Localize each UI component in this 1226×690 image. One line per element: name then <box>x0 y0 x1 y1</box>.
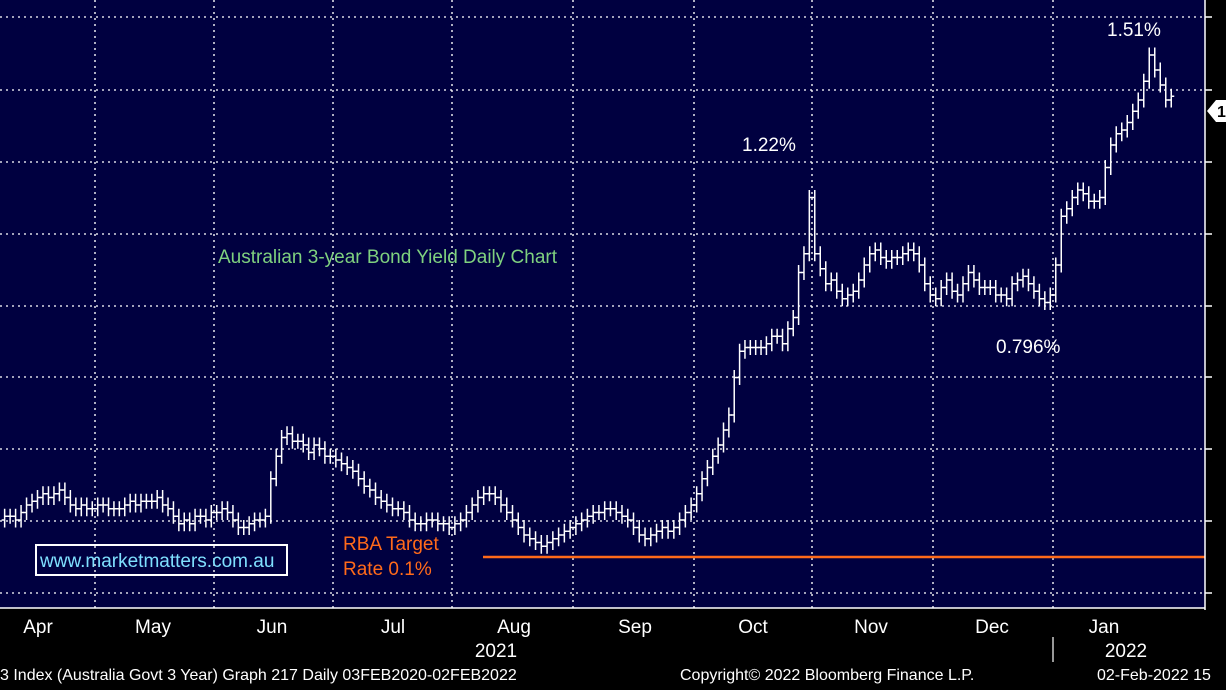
x-tick-label: Jun <box>257 617 288 638</box>
plot-background <box>0 0 1205 608</box>
x-tick-label: Oct <box>738 617 768 638</box>
footer-copyright: Copyright© 2022 Bloomberg Finance L.P. <box>680 667 975 684</box>
x-tick-label: Sep <box>618 617 652 638</box>
year-label: 2021 <box>475 641 517 662</box>
annotation-high-2021: 1.22% <box>742 135 796 156</box>
x-tick-label: Dec <box>975 617 1009 638</box>
annotation-low-dec: 0.796% <box>996 337 1061 358</box>
x-tick-label: Aug <box>497 617 531 638</box>
watermark-box[interactable]: www.marketmatters.com.au <box>35 544 288 576</box>
x-axis: Apr May Jun Jul Aug Sep Oct Nov Dec Jan 2021 2022 <box>0 607 1205 662</box>
footer-security-info: 3 Index (Australia Govt 3 Year) Graph 21… <box>0 667 517 684</box>
ohlc-bars <box>1 47 1175 554</box>
watermark-border <box>35 544 288 576</box>
bond-yield-chart: Apr May Jun Jul Aug Sep Oct Nov Dec Jan 2021 2022 A… <box>0 0 1226 662</box>
x-tick-label: Jul <box>381 617 405 638</box>
x-tick-label: May <box>135 617 171 638</box>
x-tick-label: Apr <box>23 617 53 638</box>
rba-target-label-line1: RBA Target <box>343 534 439 555</box>
year-label: 2022 <box>1105 641 1147 662</box>
rba-target-label-line2: Rate 0.1% <box>343 559 432 580</box>
annotation-high-2022: 1.51% <box>1107 20 1161 41</box>
footer-bar: 3 Index (Australia Govt 3 Year) Graph 21… <box>0 664 1226 690</box>
last-value-badge-shape <box>1207 100 1226 122</box>
watermark-link[interactable]: www.marketmatters.com.au <box>39 551 274 572</box>
x-tick-label: Nov <box>854 617 888 638</box>
x-tick-label: Jan <box>1089 617 1120 638</box>
last-value-badge-text: 1 <box>1217 104 1226 121</box>
footer-date: 02-Feb-2022 15 <box>1097 667 1211 684</box>
y-axis <box>1204 0 1212 610</box>
last-value-marker: 1 <box>1207 100 1226 122</box>
chart-title: Australian 3-year Bond Yield Daily Chart <box>218 247 558 268</box>
